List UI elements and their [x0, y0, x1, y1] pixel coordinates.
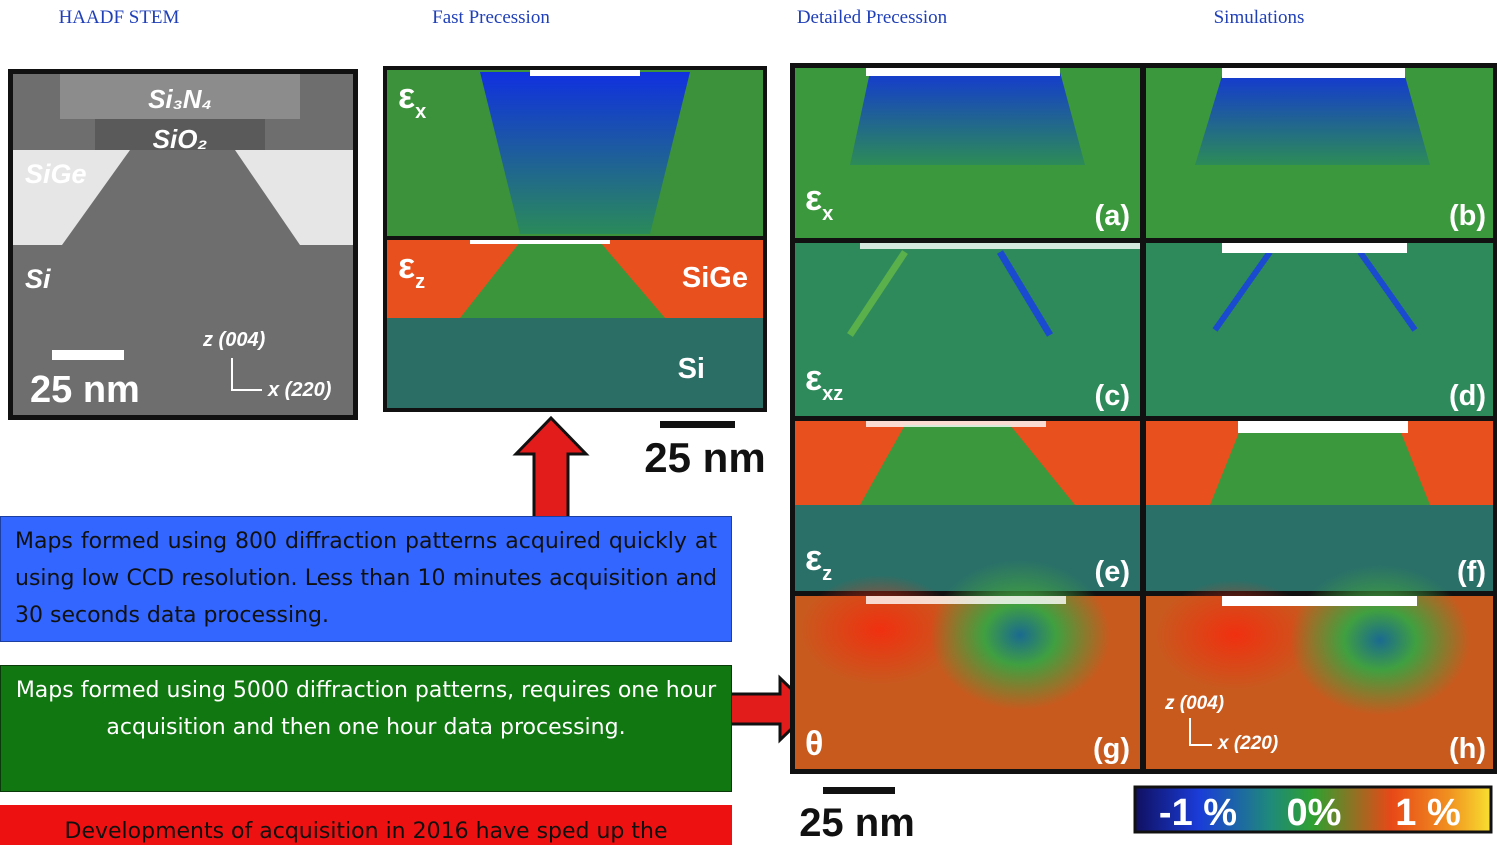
panel-letter: (e) [1095, 556, 1130, 588]
arrow [516, 418, 586, 519]
subscript: z [415, 271, 425, 293]
map-noise [470, 240, 610, 244]
axis-label: x (220) [267, 379, 332, 401]
subscript: z [822, 563, 832, 585]
symbol: ε [398, 245, 415, 286]
map-noise [1222, 68, 1405, 78]
map-noise [860, 243, 1140, 249]
map-background [795, 243, 1140, 416]
scale-bar [660, 421, 735, 428]
colorbar-label: 1 % [1395, 792, 1460, 834]
map-noise [866, 596, 1066, 604]
material-label: Si [678, 353, 705, 385]
map-feature [930, 560, 1110, 710]
material-label: SiGe [25, 159, 87, 189]
symbol: ε [805, 357, 822, 398]
map-feature [1290, 565, 1470, 715]
map-noise [1222, 243, 1407, 253]
column-header: HAADF STEM [59, 7, 180, 28]
scale-bar [52, 350, 124, 360]
material-label: Si₃N₄ [148, 84, 212, 114]
column-header: Simulations [1214, 7, 1305, 28]
note-box: Maps formed using 5000 diffraction patte… [0, 665, 732, 792]
map-noise [530, 70, 640, 76]
axis-label: z (004) [1164, 693, 1224, 714]
colorbar-label: 0% [1287, 792, 1342, 834]
symbol: ε [398, 75, 415, 116]
map-background [1146, 243, 1493, 416]
fast-precession-maps: εx εz SiGe Si [383, 66, 767, 412]
panel-letter: (c) [1095, 380, 1130, 412]
note-box: Maps formed using 800 diffraction patter… [0, 516, 732, 642]
map-symbol: θ [805, 725, 823, 763]
axis-label: x (220) [1217, 733, 1278, 754]
axis-label: z (004) [202, 329, 266, 351]
panel-letter: (b) [1449, 200, 1486, 232]
subscript: xz [822, 383, 843, 405]
map-noise [1238, 421, 1408, 433]
column-header: Fast Precession [432, 7, 550, 28]
panel-letter: (f) [1457, 556, 1486, 588]
detailed-maps: εx εxz εz θ (a) (c) (e) (g) (b) (d) (f) … [790, 63, 1497, 774]
scale-bar [823, 787, 895, 794]
scale-label: 25 nm [644, 434, 765, 481]
slide: {"headers": ["HAADF STEM", "Fast Precess… [0, 0, 1497, 841]
panel-letter: (h) [1449, 733, 1486, 765]
material-label: Si [25, 264, 51, 294]
note-box: Developments of acquisition in 2016 have… [0, 805, 732, 845]
subscript: x [822, 203, 833, 225]
colorbar-label: -1 % [1159, 792, 1237, 834]
map-noise [1222, 596, 1417, 606]
map-feature [1195, 76, 1430, 165]
map-noise [866, 68, 1060, 76]
scale-label: 25 nm [799, 801, 915, 841]
symbol: ε [805, 177, 822, 218]
map-noise [866, 421, 1046, 427]
material-label: SiO₂ [153, 124, 208, 154]
stem-image: Si₃N₄ SiO₂ SiGe Si 25 nm z (004) x (220) [8, 69, 358, 420]
scale-label: 25 nm [30, 369, 140, 411]
panel-letter: (d) [1449, 380, 1486, 412]
material-label: SiGe [682, 262, 748, 294]
map-feature [1210, 430, 1430, 505]
column-header: Detailed Precession [797, 7, 948, 28]
panel-letter: (a) [1095, 200, 1130, 232]
subscript: x [415, 101, 426, 123]
symbol: ε [805, 537, 822, 578]
map-feature [850, 72, 1085, 165]
panel-letter: (g) [1093, 733, 1130, 765]
